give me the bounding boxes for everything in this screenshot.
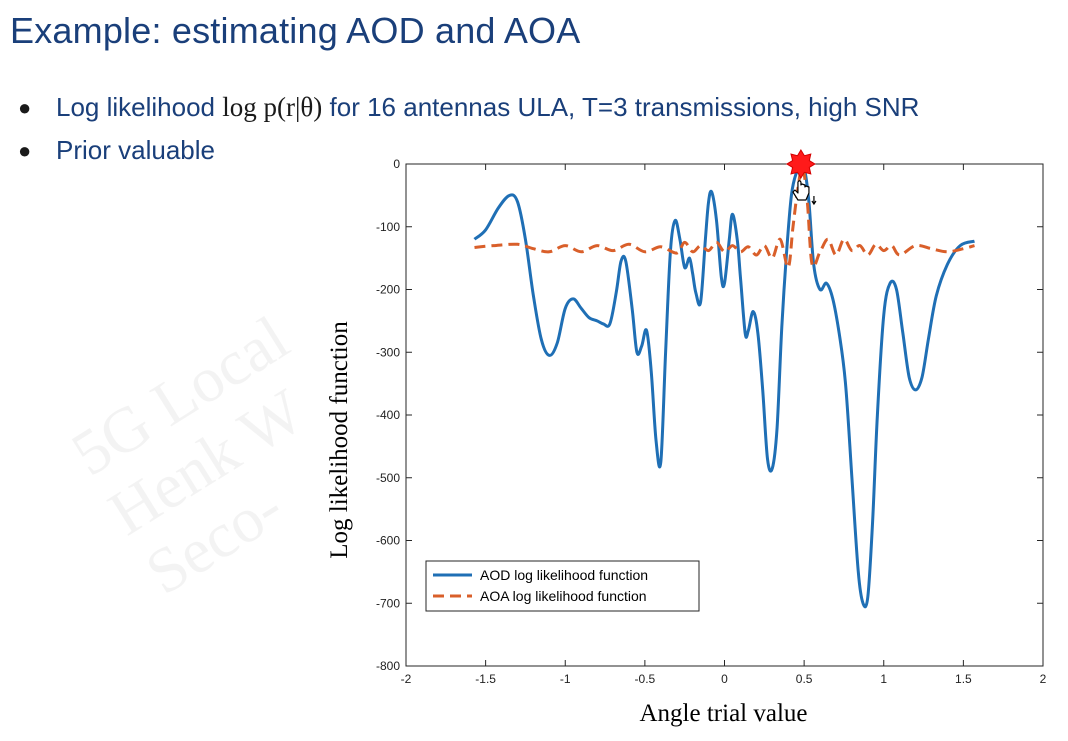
legend-label-aod: AOD log likelihood function bbox=[480, 567, 648, 583]
x-tick-label: -1.5 bbox=[475, 672, 496, 686]
peak-star-marker bbox=[785, 149, 816, 179]
slide-title: Example: estimating AOD and AOA bbox=[10, 10, 581, 51]
hand-cursor-shape bbox=[792, 180, 810, 201]
x-tick-label: 0 bbox=[721, 672, 728, 686]
x-tick-label: 1 bbox=[880, 672, 887, 686]
x-tick-label: -0.5 bbox=[635, 672, 656, 686]
x-tick-label: -1 bbox=[560, 672, 571, 686]
bullet-dot-icon: ● bbox=[18, 138, 32, 163]
x-axis-title: Angle trial value bbox=[640, 700, 808, 727]
x-tick-label: -2 bbox=[401, 672, 412, 686]
bullet-text-prefix: Log likelihood bbox=[56, 92, 223, 122]
cursor-arrow-icon bbox=[811, 196, 817, 206]
likelihood-formula: log p(r|θ) bbox=[222, 92, 323, 122]
hand-cursor-icon bbox=[792, 180, 817, 206]
y-tick-label: -700 bbox=[376, 596, 400, 610]
y-tick-label: -100 bbox=[376, 220, 400, 234]
aoa-series-line bbox=[474, 165, 975, 270]
y-axis-title: Log likelihood function bbox=[326, 321, 353, 559]
x-tick-label: 0.5 bbox=[796, 672, 813, 686]
bullet-list: ● Log likelihood log p(r|θ) for 16 anten… bbox=[18, 92, 986, 166]
bullet-item-log-likelihood: ● Log likelihood log p(r|θ) for 16 anten… bbox=[18, 92, 986, 123]
bullet-text-suffix: for 16 antennas ULA, T=3 transmissions, … bbox=[322, 92, 920, 122]
x-tick-label: 2 bbox=[1040, 672, 1047, 686]
y-tick-label: -200 bbox=[376, 283, 400, 297]
y-tick-label: -600 bbox=[376, 534, 400, 548]
x-tick-label: 1.5 bbox=[955, 672, 972, 686]
y-tick-label: -300 bbox=[376, 345, 400, 359]
bullet-text-prior: Prior valuable bbox=[56, 135, 215, 165]
y-tick-label: 0 bbox=[393, 157, 400, 171]
bullet-item-prior: ● Prior valuable bbox=[18, 135, 986, 166]
bullet-dot-icon: ● bbox=[18, 95, 32, 120]
y-tick-label: -800 bbox=[376, 659, 400, 673]
legend-label-aoa: AOA log likelihood function bbox=[480, 588, 647, 604]
legend-box bbox=[425, 560, 700, 612]
aod-series-line bbox=[473, 162, 975, 609]
y-tick-label: -400 bbox=[376, 408, 400, 422]
y-tick-label: -500 bbox=[376, 471, 400, 485]
